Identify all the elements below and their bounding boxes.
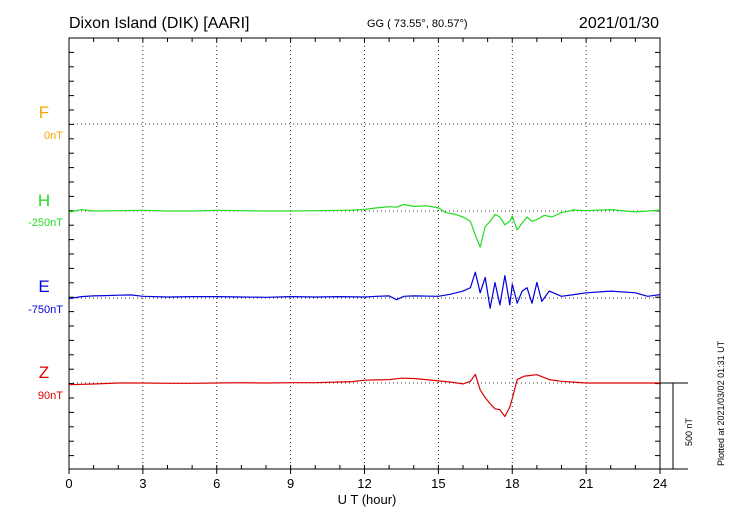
- series-line-h: [68, 203, 661, 248]
- x-tick-label: 3: [139, 476, 146, 491]
- grid-lines: [69, 38, 660, 469]
- baseline-label-z: 90nT: [38, 390, 63, 402]
- component-label-z: Z: [39, 363, 49, 382]
- axis-ticks: 0 3 6 9 12 15 18 21 24: [65, 38, 667, 491]
- x-tick-label: 12: [357, 476, 371, 491]
- series-line-e: [68, 271, 661, 309]
- component-label-h: H: [38, 191, 50, 210]
- x-tick-label: 21: [579, 476, 593, 491]
- date-label: 2021/01/30: [579, 15, 659, 32]
- x-tick-label: 15: [431, 476, 445, 491]
- component-label-e: E: [38, 277, 49, 296]
- component-label-f: F: [39, 103, 49, 122]
- baseline-label-h: -250nT: [28, 217, 63, 229]
- plotted-timestamp: Plotted at 2021/03/02 01:31 UT: [716, 340, 726, 466]
- component-labels: F 0nT H -250nT E -750nT Z 90nT: [28, 103, 63, 402]
- x-tick-label: 9: [287, 476, 294, 491]
- coords-label: GG ( 73.55°, 80.57°): [367, 18, 468, 30]
- x-tick-label: 24: [653, 476, 667, 491]
- baseline-label-e: -750nT: [28, 304, 63, 316]
- scale-bar: 500 nT: [660, 382, 694, 470]
- station-title: Dixon Island (DIK) [AARI]: [69, 15, 250, 32]
- x-tick-label: 0: [65, 476, 72, 491]
- x-axis-label: U T (hour): [338, 492, 397, 507]
- scale-bar-label: 500 nT: [684, 417, 694, 446]
- x-tick-label: 6: [213, 476, 220, 491]
- baseline-label-f: 0nT: [44, 130, 63, 142]
- x-tick-label: 18: [505, 476, 519, 491]
- series-line-z: [68, 373, 660, 418]
- series-lines: [68, 203, 661, 418]
